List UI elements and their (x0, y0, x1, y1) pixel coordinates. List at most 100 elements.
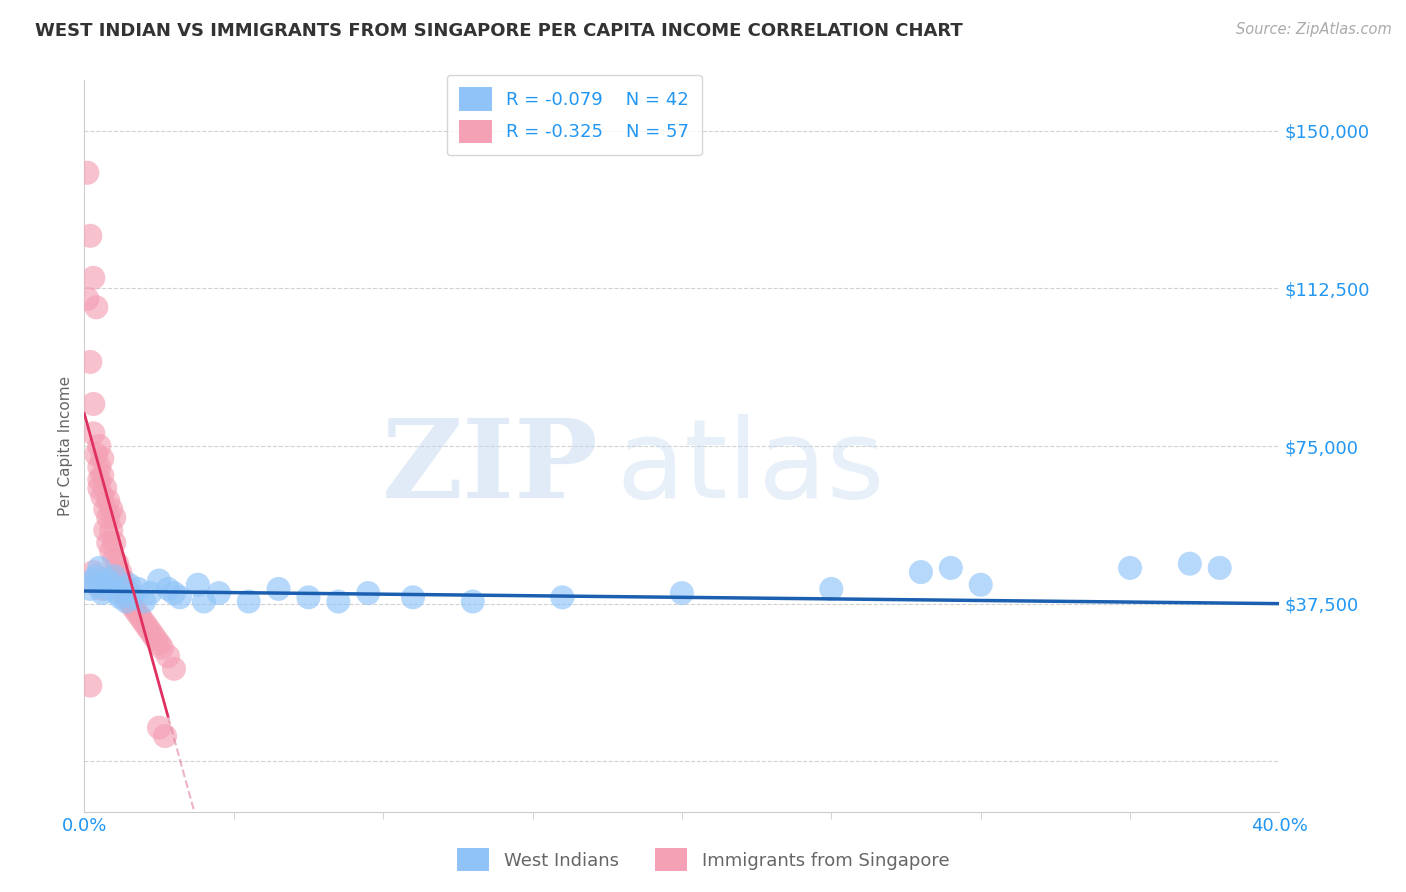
Point (91, 586, 114, 600)
Point (142, 628, 165, 642)
Point (136, 620, 159, 634)
Point (112, 574, 135, 588)
Point (110, 591, 132, 605)
Point (112, 582, 135, 596)
Point (79, 679, 101, 693)
Point (193, 594, 215, 608)
Point (91, 468, 114, 483)
Point (671, 586, 693, 600)
Point (91, 582, 114, 596)
Point (297, 591, 319, 605)
Point (187, 578, 209, 592)
Point (115, 582, 138, 596)
Text: atlas: atlas (616, 415, 884, 522)
Legend: West Indians, Immigrants from Singapore: West Indians, Immigrants from Singapore (450, 841, 956, 879)
Point (89, 578, 111, 592)
Y-axis label: Per Capita Income: Per Capita Income (58, 376, 73, 516)
Point (86, 578, 108, 592)
Point (100, 523, 122, 537)
Point (94, 582, 117, 596)
Point (939, 561, 962, 575)
Point (97, 493, 120, 508)
Point (148, 574, 170, 588)
Point (103, 569, 125, 583)
Point (163, 586, 186, 600)
Point (82, 426, 104, 441)
Point (267, 582, 290, 596)
Point (89, 561, 111, 575)
Point (157, 649, 180, 664)
Point (79, 228, 101, 243)
Point (208, 586, 231, 600)
Text: WEST INDIAN VS IMMIGRANTS FROM SINGAPORE PER CAPITA INCOME CORRELATION CHART: WEST INDIAN VS IMMIGRANTS FROM SINGAPORE… (35, 22, 963, 40)
Point (100, 544, 122, 558)
Point (86, 447, 108, 461)
Point (118, 594, 141, 608)
Point (357, 586, 380, 600)
Point (82, 565, 104, 579)
Point (121, 591, 143, 605)
Point (110, 565, 132, 579)
Point (121, 599, 143, 613)
Point (105, 569, 128, 583)
Point (89, 439, 111, 453)
Point (127, 607, 149, 622)
Point (82, 397, 104, 411)
Point (139, 586, 162, 600)
Point (820, 582, 842, 596)
Point (150, 640, 173, 655)
Point (86, 300, 108, 314)
Point (157, 582, 180, 596)
Point (1119, 561, 1142, 575)
Point (97, 574, 120, 588)
Point (169, 591, 191, 605)
Point (153, 729, 176, 743)
Point (139, 624, 162, 638)
Text: Source: ZipAtlas.com: Source: ZipAtlas.com (1236, 22, 1392, 37)
Point (148, 721, 170, 735)
Point (115, 594, 138, 608)
Point (127, 582, 149, 596)
Point (100, 578, 122, 592)
Point (970, 578, 993, 592)
Point (103, 552, 125, 566)
Point (105, 557, 128, 571)
Point (94, 502, 117, 516)
Point (94, 481, 117, 495)
Point (124, 603, 146, 617)
Point (132, 594, 156, 608)
Point (402, 591, 425, 605)
Point (1209, 561, 1232, 575)
Point (118, 586, 141, 600)
Point (328, 594, 350, 608)
Point (82, 270, 104, 285)
Point (461, 594, 484, 608)
Point (145, 632, 167, 647)
Point (238, 594, 260, 608)
Point (129, 611, 152, 625)
Point (105, 586, 128, 600)
Point (91, 451, 114, 466)
Point (86, 569, 108, 583)
Point (89, 481, 111, 495)
Point (100, 502, 122, 516)
Point (910, 565, 932, 579)
Point (79, 355, 101, 369)
Point (103, 510, 125, 524)
Point (79, 582, 101, 596)
Point (551, 591, 574, 605)
Point (148, 636, 170, 650)
Point (103, 535, 125, 549)
Point (76, 292, 98, 306)
Point (89, 574, 111, 588)
Point (163, 662, 186, 676)
Point (1178, 557, 1201, 571)
Point (97, 510, 120, 524)
Point (89, 460, 111, 475)
Legend: R = -0.079    N = 42, R = -0.325    N = 57: R = -0.079 N = 42, R = -0.325 N = 57 (447, 75, 702, 155)
Point (89, 473, 111, 487)
Point (97, 535, 120, 549)
Point (112, 586, 135, 600)
Point (91, 490, 114, 504)
Text: ZIP: ZIP (381, 415, 599, 522)
